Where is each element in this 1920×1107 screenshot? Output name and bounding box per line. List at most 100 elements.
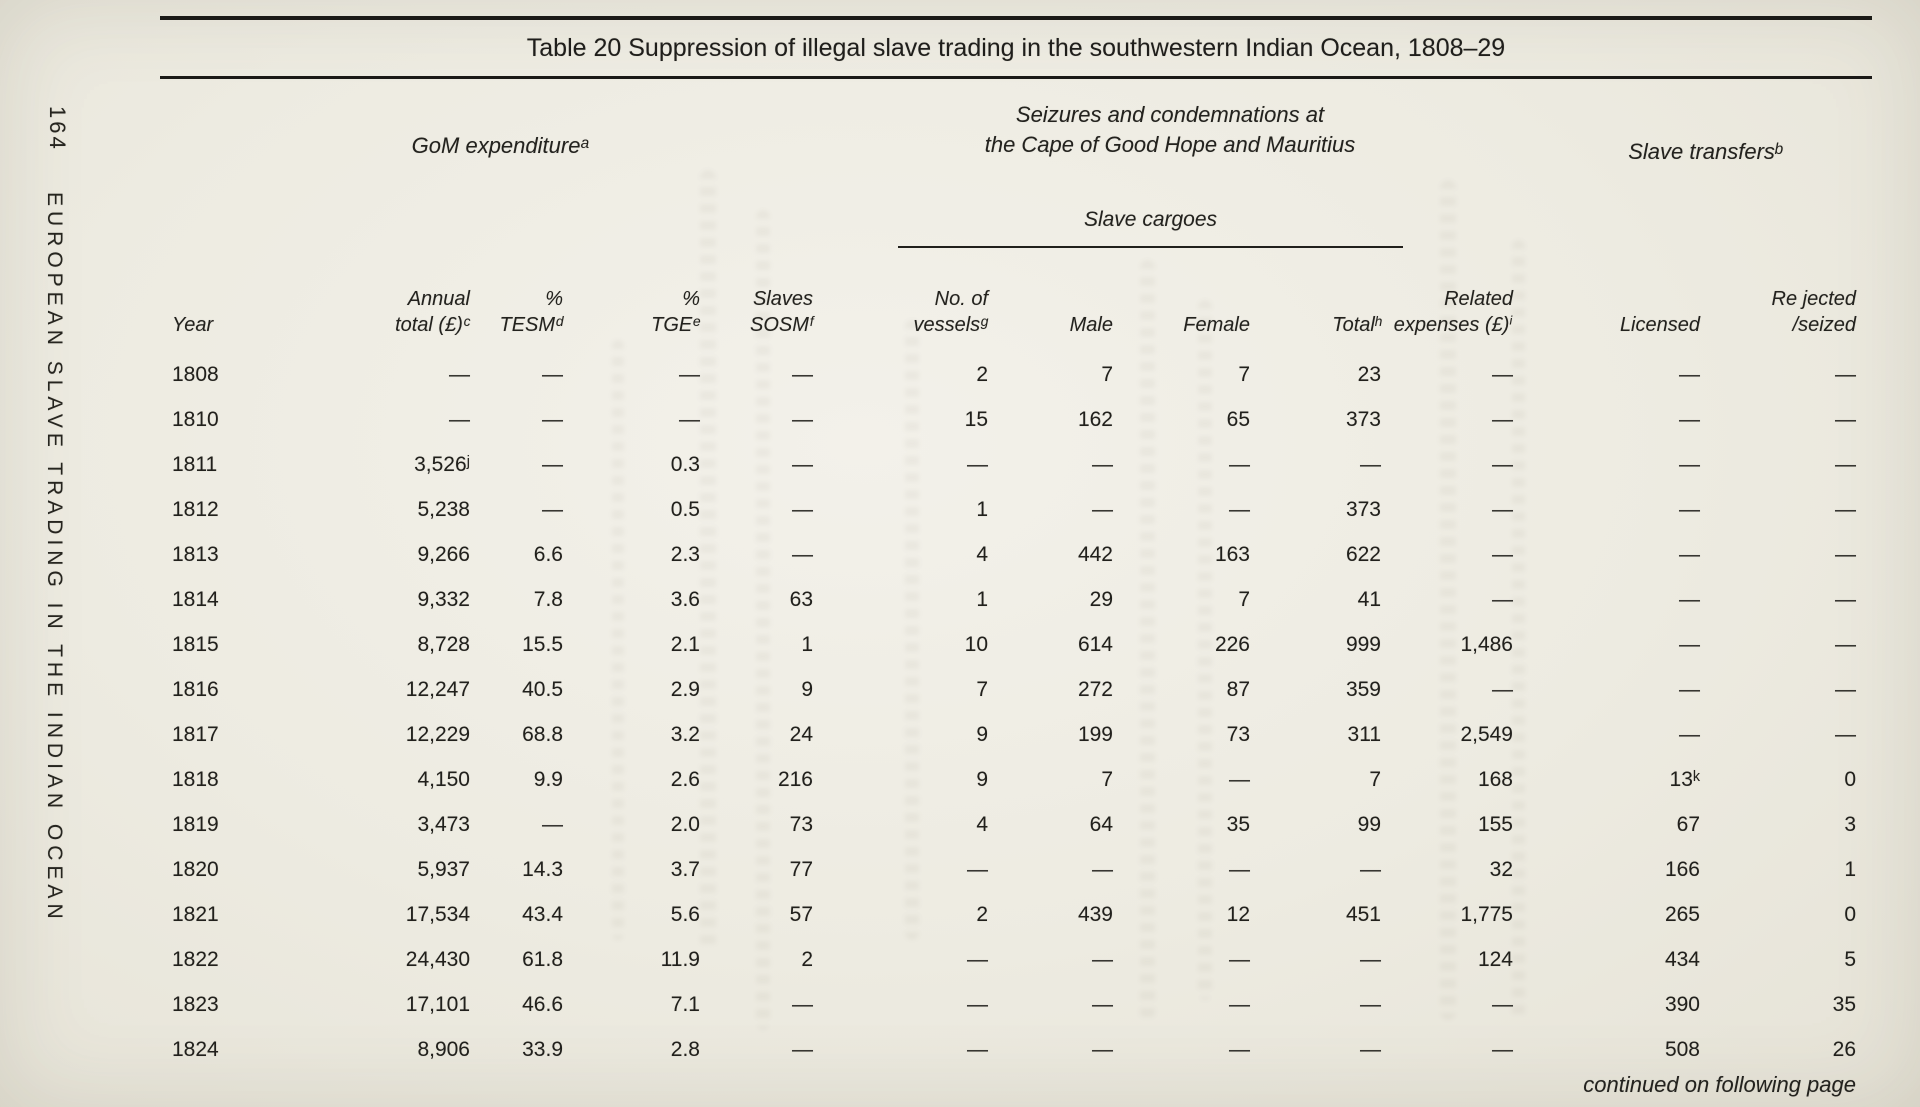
value-cell: 999 — [1345, 632, 1381, 656]
column-header-female: Female — [1113, 246, 1250, 352]
value-cell: 7 — [1238, 587, 1250, 611]
value-cell: 33.9 — [522, 1037, 563, 1061]
page-number: 164 — [45, 106, 70, 152]
value-cell: 359 — [1345, 677, 1381, 701]
value-cell: — — [1835, 362, 1856, 386]
value-cell: 1 — [1844, 857, 1856, 881]
column-header-line2: TESMᵈ — [499, 314, 564, 336]
value-cell: — — [1679, 407, 1700, 431]
value-cell: 2,549 — [1460, 722, 1513, 746]
value-cell: 5,937 — [417, 857, 470, 881]
value-cell: 2.3 — [670, 542, 700, 566]
value-cell: — — [1092, 497, 1113, 521]
value-cell: 2 — [976, 362, 988, 386]
value-cell: — — [1492, 407, 1513, 431]
column-header-year: Year — [160, 246, 290, 352]
table-row: 1820 5,937 14.3 3.7 77 — — — — 32 166 1 — [160, 847, 1856, 892]
year-cell: 1824 — [172, 1037, 219, 1061]
value-cell: — — [1229, 947, 1250, 971]
value-cell: 3,526ʲ — [414, 452, 470, 476]
value-cell: 46.6 — [522, 992, 563, 1016]
value-cell: 9,332 — [417, 587, 470, 611]
value-cell: 3,473 — [417, 812, 470, 836]
value-cell: 2.0 — [670, 812, 700, 836]
value-cell: 4 — [976, 542, 988, 566]
value-cell: — — [542, 452, 563, 476]
value-cell: — — [542, 497, 563, 521]
value-cell: — — [1492, 1037, 1513, 1061]
year-cell: 1814 — [172, 587, 219, 611]
value-cell: — — [792, 362, 813, 386]
column-header--seized: Re jected/seized — [1700, 246, 1857, 352]
value-cell: — — [1092, 992, 1113, 1016]
column-header-line1: % — [682, 288, 700, 310]
column-header-line2: SOSMᶠ — [749, 314, 813, 336]
value-cell: 311 — [1347, 722, 1381, 746]
table-row: 1819 3,473 — 2.0 73 4 64 35 99 155 67 3 — [160, 802, 1856, 847]
value-cell: — — [1492, 542, 1513, 566]
column-header-sosm-: Slaves SOSMᶠ — [700, 246, 813, 352]
value-cell: 265 — [1664, 902, 1700, 926]
year-cell: 1820 — [172, 857, 219, 881]
value-cell: 12 — [1226, 902, 1250, 926]
value-cell: — — [1679, 722, 1700, 746]
value-cell: — — [1492, 992, 1513, 1016]
value-cell: 124 — [1477, 947, 1513, 971]
value-cell: 9 — [801, 677, 813, 701]
table-row: 1816 12,247 40.5 2.9 9 7 272 87 359 — — — — [160, 667, 1856, 712]
value-cell: 226 — [1214, 632, 1250, 656]
column-header-line1: No. of — [934, 288, 988, 310]
group-header-slave-transfers: Slave transfersᵇ — [1628, 139, 1782, 164]
value-cell: 373 — [1345, 407, 1381, 431]
value-cell: — — [967, 992, 988, 1016]
group-header-gom-expenditure: GoM expenditureᵃ — [411, 133, 589, 158]
top-rule — [160, 16, 1872, 20]
bleedthrough-texture — [756, 210, 770, 1030]
column-header-total-: Annual total (£)ᶜ — [290, 246, 470, 352]
column-header-line2: Male — [1069, 314, 1113, 336]
value-cell: 64 — [1089, 812, 1113, 836]
value-cell: — — [1835, 587, 1856, 611]
value-cell: 0.3 — [670, 452, 700, 476]
value-cell: 63 — [789, 587, 813, 611]
slave-cargoes-underline-rule — [898, 246, 1403, 248]
value-cell: 0 — [1844, 767, 1856, 791]
data-table: Year Annual total (£)ᶜ% TESMᵈ% TGEᵉ Slaves SOS… — [160, 246, 1856, 1072]
value-cell: 13ᵏ — [1669, 767, 1700, 791]
value-cell: 439 — [1077, 902, 1113, 926]
value-cell: 40.5 — [522, 677, 563, 701]
column-header-expenses-: Related expenses (£)ⁱ — [1381, 246, 1513, 352]
year-cell: 1808 — [172, 362, 219, 386]
table-row: 1815 8,728 15.5 2.1 1 10 614 226 999 1,486 — — — [160, 622, 1856, 667]
value-cell: 2 — [976, 902, 988, 926]
value-cell: 216 — [777, 767, 813, 791]
value-cell: 77 — [789, 857, 813, 881]
value-cell: 7 — [976, 677, 988, 701]
year-cell: 1813 — [172, 542, 219, 566]
value-cell: — — [1835, 722, 1856, 746]
column-header-line2: total (£)ᶜ — [395, 314, 470, 336]
column-header-line2: Totalʰ — [1332, 314, 1381, 336]
value-cell: 8,728 — [417, 632, 470, 656]
value-cell: 622 — [1345, 542, 1381, 566]
value-cell: 17,534 — [405, 902, 470, 926]
value-cell: — — [1092, 452, 1113, 476]
value-cell: 4,150 — [417, 767, 470, 791]
column-header-vessels-: No. of vesselsᵍ — [813, 246, 988, 352]
column-header-line2: TGEᵉ — [651, 314, 700, 336]
value-cell: — — [1229, 767, 1250, 791]
value-cell: 451 — [1345, 902, 1381, 926]
title-underline-rule — [160, 76, 1872, 79]
table-row: 1810 — — — — 15 162 65 373 — — — — [160, 397, 1856, 442]
value-cell: 7 — [1101, 767, 1113, 791]
value-cell: — — [1229, 497, 1250, 521]
value-cell: — — [967, 857, 988, 881]
value-cell: — — [449, 362, 470, 386]
column-header-line2: Year — [172, 314, 214, 336]
bleedthrough-texture — [1198, 300, 1212, 1000]
value-cell: 10 — [964, 632, 988, 656]
value-cell: — — [1835, 677, 1856, 701]
value-cell: 6.6 — [533, 542, 563, 566]
column-header-line1: Related — [1444, 288, 1513, 310]
value-cell: 168 — [1477, 767, 1513, 791]
